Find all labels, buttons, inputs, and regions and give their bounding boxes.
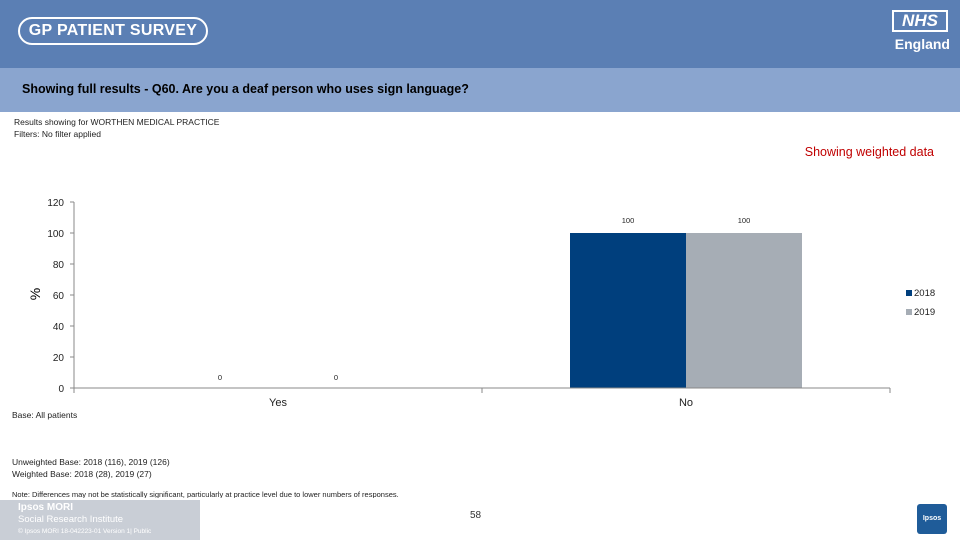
legend-swatch-2019	[906, 309, 912, 315]
legend-label-2018: 2018	[914, 288, 935, 299]
footer-logo-area	[0, 500, 200, 540]
y-tick-label: 100	[47, 229, 64, 240]
x-axis: Yes No	[73, 387, 891, 409]
y-axis: 0 20 40 60 80 100 120	[47, 198, 75, 395]
copyright-label: © Ipsos MORI 18-042223-01 Version 1| Pub…	[18, 528, 152, 535]
bar-2018-no	[570, 233, 686, 388]
base-label: Base: All patients	[12, 410, 78, 420]
legend: 2018 2019	[906, 288, 935, 318]
data-label: 0	[218, 373, 222, 382]
significance-note: Note: Differences may not be statistical…	[12, 490, 399, 499]
data-label: 0	[334, 373, 338, 382]
y-tick-label: 80	[53, 260, 65, 271]
legend-label-2019: 2019	[914, 307, 935, 318]
legend-swatch-2018	[906, 290, 912, 296]
data-label: 100	[622, 216, 635, 225]
bar-2019-no	[686, 233, 802, 388]
social-research-institute-label: Social Research Institute	[18, 514, 124, 525]
y-axis-title: %	[27, 288, 43, 300]
ipsos-badge-logo: Ipsos	[917, 504, 947, 534]
data-labels: 0 0 100 100	[218, 216, 750, 382]
weighted-data-note: Showing weighted data	[804, 145, 934, 159]
x-tick-label: No	[679, 397, 693, 409]
data-label: 100	[738, 216, 751, 225]
unweighted-base-label: Unweighted Base: 2018 (116), 2019 (126)	[12, 457, 170, 467]
y-tick-label: 40	[53, 322, 65, 333]
gp-patient-survey-logo: GP PATIENT SURVEY	[18, 17, 208, 45]
practice-label: Results showing for WORTHEN MEDICAL PRAC…	[14, 117, 220, 127]
question-bar	[0, 68, 960, 112]
question-title: Showing full results - Q60. Are you a de…	[22, 82, 469, 96]
x-tick-label: Yes	[269, 397, 287, 409]
y-tick-label: 60	[53, 291, 65, 302]
header-band	[0, 0, 960, 68]
bars	[570, 233, 802, 388]
ipsos-mori-logo: Ipsos MORI	[18, 502, 74, 513]
nhs-england-label: England	[894, 36, 950, 52]
nhs-logo: NHS	[892, 10, 948, 32]
y-tick-label: 20	[53, 353, 65, 364]
filters-label: Filters: No filter applied	[14, 129, 101, 139]
y-tick-label: 120	[47, 198, 64, 209]
page-number: 58	[470, 510, 482, 521]
y-tick-label: 0	[58, 384, 64, 395]
weighted-base-label: Weighted Base: 2018 (28), 2019 (27)	[12, 469, 152, 479]
